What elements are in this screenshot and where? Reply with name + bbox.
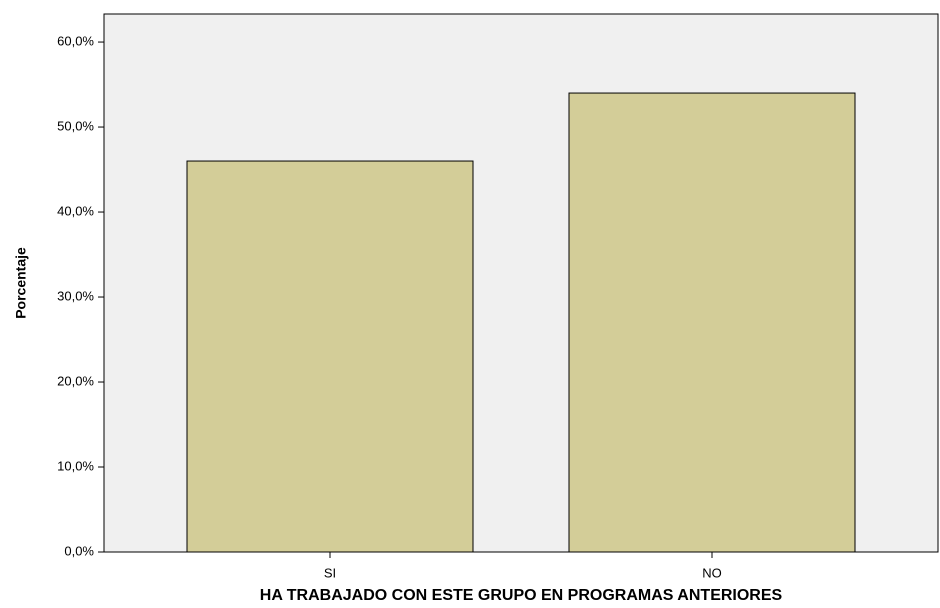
y-tick-label: 40,0% bbox=[57, 203, 94, 218]
x-tick-label: NO bbox=[702, 565, 722, 580]
x-axis-title: HA TRABAJADO CON ESTE GRUPO EN PROGRAMAS… bbox=[260, 587, 783, 604]
y-axis-title: Porcentaje bbox=[13, 247, 29, 319]
y-tick-label: 10,0% bbox=[57, 458, 94, 473]
plot-border bbox=[103, 13, 939, 553]
y-tick-label: 20,0% bbox=[57, 373, 94, 388]
bar bbox=[568, 92, 856, 553]
y-tick-label: 60,0% bbox=[57, 33, 94, 48]
y-tick-label: 50,0% bbox=[57, 118, 94, 133]
bar bbox=[186, 160, 474, 553]
y-tick-label: 30,0% bbox=[57, 288, 94, 303]
y-tick-label: 0,0% bbox=[64, 543, 94, 558]
x-tick-label: SI bbox=[324, 565, 336, 580]
